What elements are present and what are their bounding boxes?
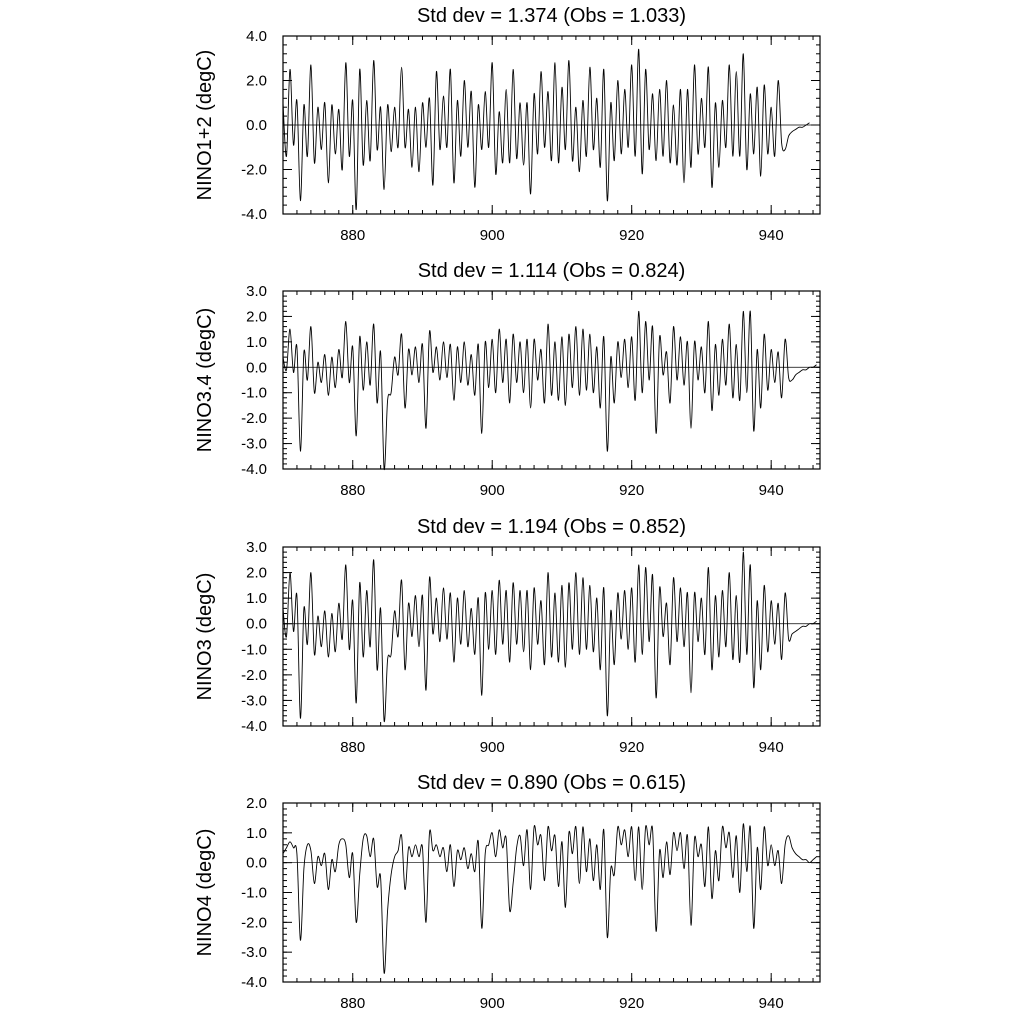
y-axis-label: NINO3 (degC) xyxy=(194,573,216,701)
y-tick-label: 0.0 xyxy=(246,616,267,633)
x-tick-label: 920 xyxy=(619,227,644,244)
x-tick-label: 920 xyxy=(619,482,644,499)
y-tick-label: -2.0 xyxy=(241,914,267,931)
series-line-NINO3 xyxy=(282,551,817,722)
chart-panel-3: Std dev = 1.194 (Obs = 0.852) NINO3 (degC… xyxy=(194,516,821,756)
x-tick-label: 900 xyxy=(480,995,505,1012)
y-tick-label: 2.0 xyxy=(246,795,267,812)
chart-title: Std dev = 0.890 (Obs = 0.615) xyxy=(417,772,686,794)
x-tick-label: 900 xyxy=(480,482,505,499)
x-tick-label: 940 xyxy=(759,739,784,756)
chart-panel-2: Std dev = 1.114 (Obs = 0.824) NINO3.4 (de… xyxy=(194,260,821,499)
series-line-NINO1+2 xyxy=(282,48,810,210)
x-tick-label: 880 xyxy=(340,482,365,499)
y-tick-label: 4.0 xyxy=(246,28,267,45)
x-tick-label: 940 xyxy=(759,482,784,499)
plot-frame xyxy=(282,35,821,215)
series-line-NINO3.4 xyxy=(282,310,817,470)
x-tick-label: 920 xyxy=(619,739,644,756)
y-tick-label: 2.0 xyxy=(246,73,267,90)
y-tick-label: 0.0 xyxy=(246,117,267,134)
y-tick-label: 2.0 xyxy=(246,308,267,325)
chart-title: Std dev = 1.374 (Obs = 1.033) xyxy=(417,5,686,27)
y-tick-label: 1.0 xyxy=(246,825,267,842)
y-tick-label: 0.0 xyxy=(246,359,267,376)
y-tick-label: 1.0 xyxy=(246,590,267,607)
y-tick-label: -2.0 xyxy=(241,410,267,427)
chart-title: Std dev = 1.194 (Obs = 0.852) xyxy=(417,516,686,538)
y-tick-label: 3.0 xyxy=(246,539,267,556)
y-tick-label: -1.0 xyxy=(241,885,267,902)
plot-frame xyxy=(282,802,821,983)
y-tick-label: -4.0 xyxy=(241,206,267,223)
x-tick-label: 920 xyxy=(619,995,644,1012)
series-line-NINO4 xyxy=(282,823,817,974)
y-tick-label: -3.0 xyxy=(241,436,267,453)
y-tick-label: -3.0 xyxy=(241,944,267,961)
x-tick-label: 880 xyxy=(340,739,365,756)
y-tick-label: -4.0 xyxy=(241,718,267,735)
y-tick-label: -4.0 xyxy=(241,461,267,478)
y-axis-label: NINO3.4 (degC) xyxy=(194,308,216,453)
x-tick-label: 880 xyxy=(340,995,365,1012)
x-tick-label: 880 xyxy=(340,227,365,244)
x-tick-label: 940 xyxy=(759,995,784,1012)
y-tick-label: 3.0 xyxy=(246,283,267,300)
y-tick-label: -4.0 xyxy=(241,974,267,991)
plot-frame xyxy=(282,546,821,727)
x-tick-label: 900 xyxy=(480,739,505,756)
y-tick-label: -2.0 xyxy=(241,667,267,684)
plot-frame xyxy=(282,290,821,470)
y-tick-label: -1.0 xyxy=(241,641,267,658)
y-tick-label: -2.0 xyxy=(241,162,267,179)
y-tick-label: -1.0 xyxy=(241,385,267,402)
x-tick-label: 900 xyxy=(480,227,505,244)
chart-title: Std dev = 1.114 (Obs = 0.824) xyxy=(418,260,686,282)
chart-panel-4: Std dev = 0.890 (Obs = 0.615) NINO4 (degC… xyxy=(194,772,821,1012)
y-tick-label: 0.0 xyxy=(246,855,267,872)
y-axis-label: NINO1+2 (degC) xyxy=(194,50,216,201)
y-tick-label: -3.0 xyxy=(241,692,267,709)
y-tick-label: 1.0 xyxy=(246,334,267,351)
y-tick-label: 2.0 xyxy=(246,565,267,582)
x-tick-label: 940 xyxy=(759,227,784,244)
y-axis-label: NINO4 (degC) xyxy=(194,829,216,957)
chart-panel-1: Std dev = 1.374 (Obs = 1.033) NINO1+2 (de… xyxy=(194,5,821,244)
